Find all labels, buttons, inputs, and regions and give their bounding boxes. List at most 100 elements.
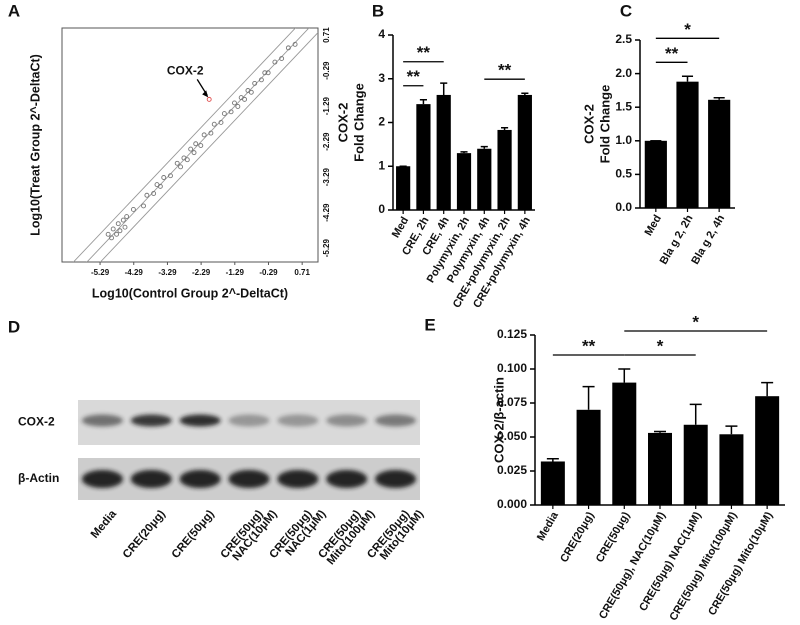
blot-band (81, 414, 123, 427)
bar (644, 140, 667, 208)
point (208, 130, 214, 136)
y-tick-label: -0.29 (322, 61, 331, 80)
y-tick-label: 3 (378, 71, 385, 85)
bar (683, 424, 708, 505)
bar (576, 409, 601, 505)
blot-lane-label: CRE(20μg) (121, 508, 168, 561)
bar (436, 94, 451, 210)
error-bar (546, 458, 559, 462)
point (235, 104, 241, 109)
fold-line (72, 28, 297, 262)
point (265, 70, 271, 76)
fold-line (86, 28, 310, 262)
point (242, 96, 248, 102)
blot-band (277, 414, 319, 427)
point (221, 111, 227, 117)
x-tick-label: -4.29 (125, 268, 144, 277)
annotation: COX-2 (167, 64, 204, 78)
x-tick-label: -1.29 (226, 268, 245, 277)
y-tick-label: 1.0 (615, 133, 632, 147)
bar (517, 94, 532, 210)
point (120, 217, 126, 223)
panel-letter: B (372, 1, 384, 20)
y-tick-label: 0 (378, 202, 385, 216)
y-tick-label: -3.29 (322, 167, 331, 186)
x-tick-label: -2.29 (192, 268, 211, 277)
significance-label: * (657, 336, 664, 355)
point (144, 192, 150, 198)
point (206, 96, 212, 102)
error-bar (480, 145, 488, 149)
x-tick-label: CRE(20μg) (558, 510, 597, 565)
panel-letter: C (620, 1, 632, 20)
point (130, 206, 136, 212)
bar (719, 434, 744, 505)
point (110, 226, 116, 232)
y-tick-label: -5.29 (322, 238, 331, 257)
error-bar (440, 82, 448, 95)
y-tick-label: -1.29 (322, 96, 331, 115)
x-tick-label: CRE(50μg) NAC(1μM) (637, 510, 704, 614)
point (292, 41, 298, 47)
blot-band (179, 470, 221, 488)
error-bar (654, 430, 666, 433)
y-tick-label: 0.000 (497, 497, 527, 511)
fold-lines (72, 28, 318, 262)
significance-label: ** (407, 67, 421, 86)
point (252, 80, 258, 86)
x-tick-label: CRE(50μg) Mito(100μM) (667, 510, 739, 623)
point (109, 235, 114, 241)
point (174, 160, 180, 166)
y-tick-label: 0.0 (615, 200, 632, 214)
error-bar (582, 385, 595, 410)
point (191, 150, 197, 156)
panel-letter: E (424, 315, 435, 334)
point (105, 231, 111, 237)
point (124, 214, 130, 219)
error-bar (419, 99, 427, 105)
bar (648, 432, 672, 505)
x-tick-label: Media (535, 509, 561, 543)
blot-band (228, 470, 270, 488)
x-tick-label: -3.29 (158, 268, 177, 277)
blot-band (277, 470, 319, 488)
y-tick-label: 1.5 (615, 99, 632, 113)
blot-row-label: COX-2 (18, 415, 55, 429)
error-bar (681, 75, 694, 82)
bar (396, 166, 411, 210)
fold-line (99, 32, 318, 262)
point (228, 109, 234, 115)
bar (456, 153, 472, 210)
point (122, 224, 128, 230)
y-axis-label: COX-2/β-actin (491, 377, 506, 463)
point (262, 70, 268, 76)
blot-band (130, 414, 172, 427)
point (157, 183, 163, 189)
y-axis-label: COX-2 (581, 104, 596, 144)
point (272, 59, 278, 65)
bar (416, 104, 431, 210)
point (141, 203, 146, 209)
error-bar (521, 92, 529, 95)
point (115, 221, 121, 227)
y-tick-label: 1 (378, 158, 385, 172)
point (188, 146, 194, 152)
point (285, 45, 291, 51)
y-axis-label: COX-2 (335, 103, 350, 143)
error-bar (713, 97, 725, 100)
blot-lane-label: Media (89, 508, 120, 541)
point (184, 157, 190, 163)
y-tick-label: 0.100 (497, 361, 527, 375)
x-tick-label: CRE(50μg) (594, 510, 633, 565)
point (117, 228, 123, 234)
y-axis-label: Fold Change (351, 83, 366, 162)
y-tick-label: -4.29 (322, 203, 331, 222)
bar (708, 99, 731, 208)
significance-label: ** (498, 61, 512, 80)
error-bar (725, 425, 738, 435)
y-axis-label: Log10(Treat Group 2^-DeltaCt) (28, 54, 42, 236)
point (193, 141, 199, 147)
bar (755, 396, 780, 505)
significance-label: ** (665, 44, 679, 63)
significance-label: ** (582, 336, 596, 355)
